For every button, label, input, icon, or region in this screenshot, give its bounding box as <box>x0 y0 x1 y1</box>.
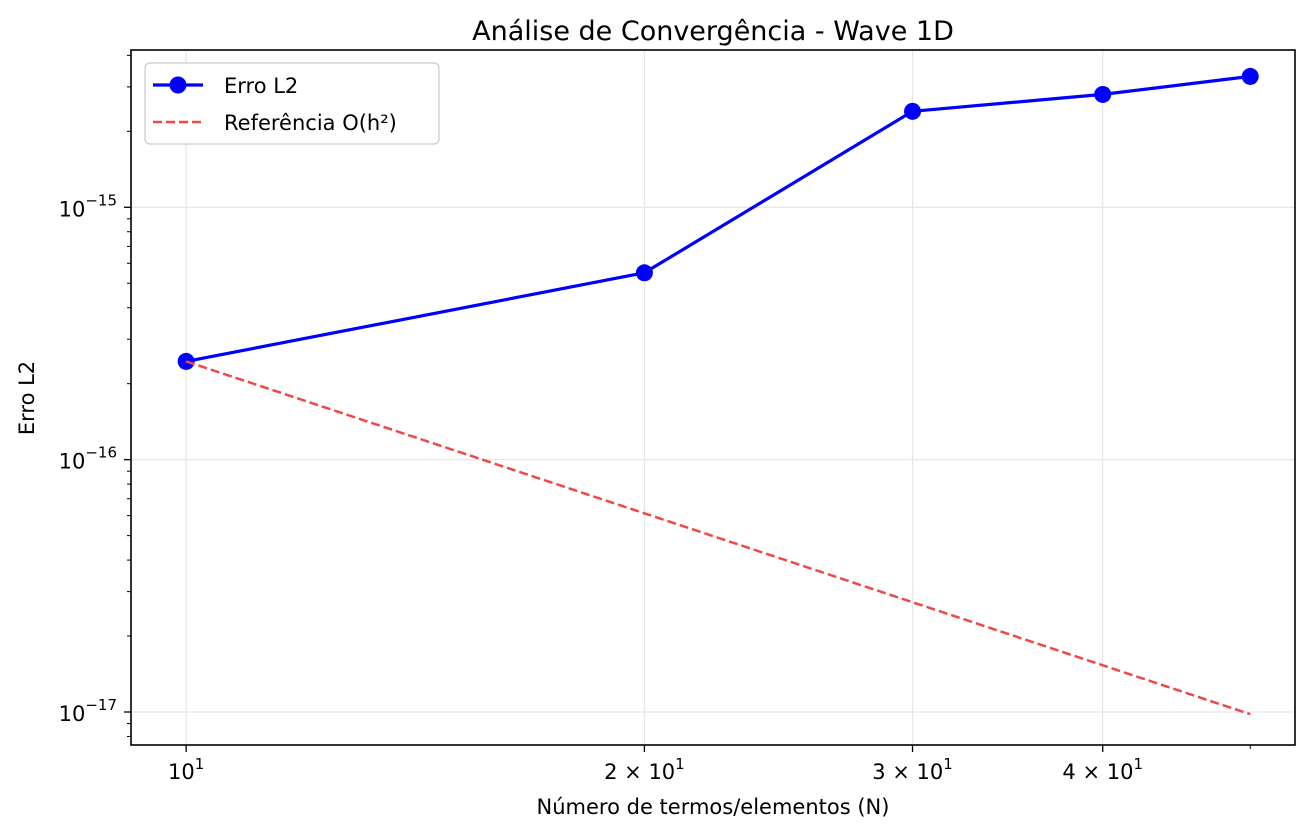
legend-label: Referência O(h²) <box>224 111 397 135</box>
y-tick-label: 10−16 <box>59 444 117 474</box>
x-tick-label: 4 × 101 <box>1062 755 1143 784</box>
x-tick-mantissa: 3 × <box>872 760 916 784</box>
y-tick-exponent: −15 <box>85 191 117 209</box>
legend: Erro L2 Referência O(h²) <box>144 62 440 145</box>
y-tick-label: 10−15 <box>59 191 117 221</box>
major-ticks <box>124 206 1104 752</box>
chart-title: Análise de Convergência - Wave 1D <box>472 16 954 47</box>
y-tick-label: 10−17 <box>59 696 117 726</box>
x-tick-label: 2 × 101 <box>604 755 685 784</box>
x-tick-exponent: 1 <box>195 755 205 773</box>
legend-box <box>144 62 440 145</box>
y-axis-label: Erro L2 <box>15 361 39 435</box>
error-point <box>635 264 653 282</box>
legend-swatch-marker <box>169 76 187 94</box>
x-tick-exponent: 1 <box>675 755 685 773</box>
x-tick-base: 10 <box>917 760 944 784</box>
error-point <box>1241 67 1259 85</box>
y-tick-base: 10 <box>59 197 86 221</box>
y-tick-base: 10 <box>59 702 86 726</box>
x-tick-exponent: 1 <box>1133 755 1143 773</box>
x-axis-label: Número de termos/elementos (N) <box>537 795 890 819</box>
x-tick-label: 101 <box>168 755 204 784</box>
error-point <box>1094 85 1112 103</box>
y-tick-exponent: −16 <box>85 444 117 462</box>
x-tick-base: 10 <box>648 760 675 784</box>
x-tick-exponent: 1 <box>943 755 953 773</box>
y-tick-base: 10 <box>59 450 86 474</box>
series-layer <box>177 67 1259 716</box>
legend-label: Erro L2 <box>224 74 298 98</box>
reference-line <box>185 360 1251 716</box>
plot-frame <box>130 49 1296 746</box>
x-tick-base: 10 <box>1107 760 1134 784</box>
x-tick-mantissa: 4 × <box>1062 760 1106 784</box>
error-point <box>904 102 922 120</box>
y-tick-exponent: −17 <box>85 696 117 714</box>
x-tick-label: 3 × 101 <box>872 755 953 784</box>
minor-ticks <box>127 54 1251 749</box>
grid <box>131 50 1295 745</box>
x-tick-mantissa: 2 × <box>604 760 648 784</box>
x-tick-base: 10 <box>168 760 195 784</box>
